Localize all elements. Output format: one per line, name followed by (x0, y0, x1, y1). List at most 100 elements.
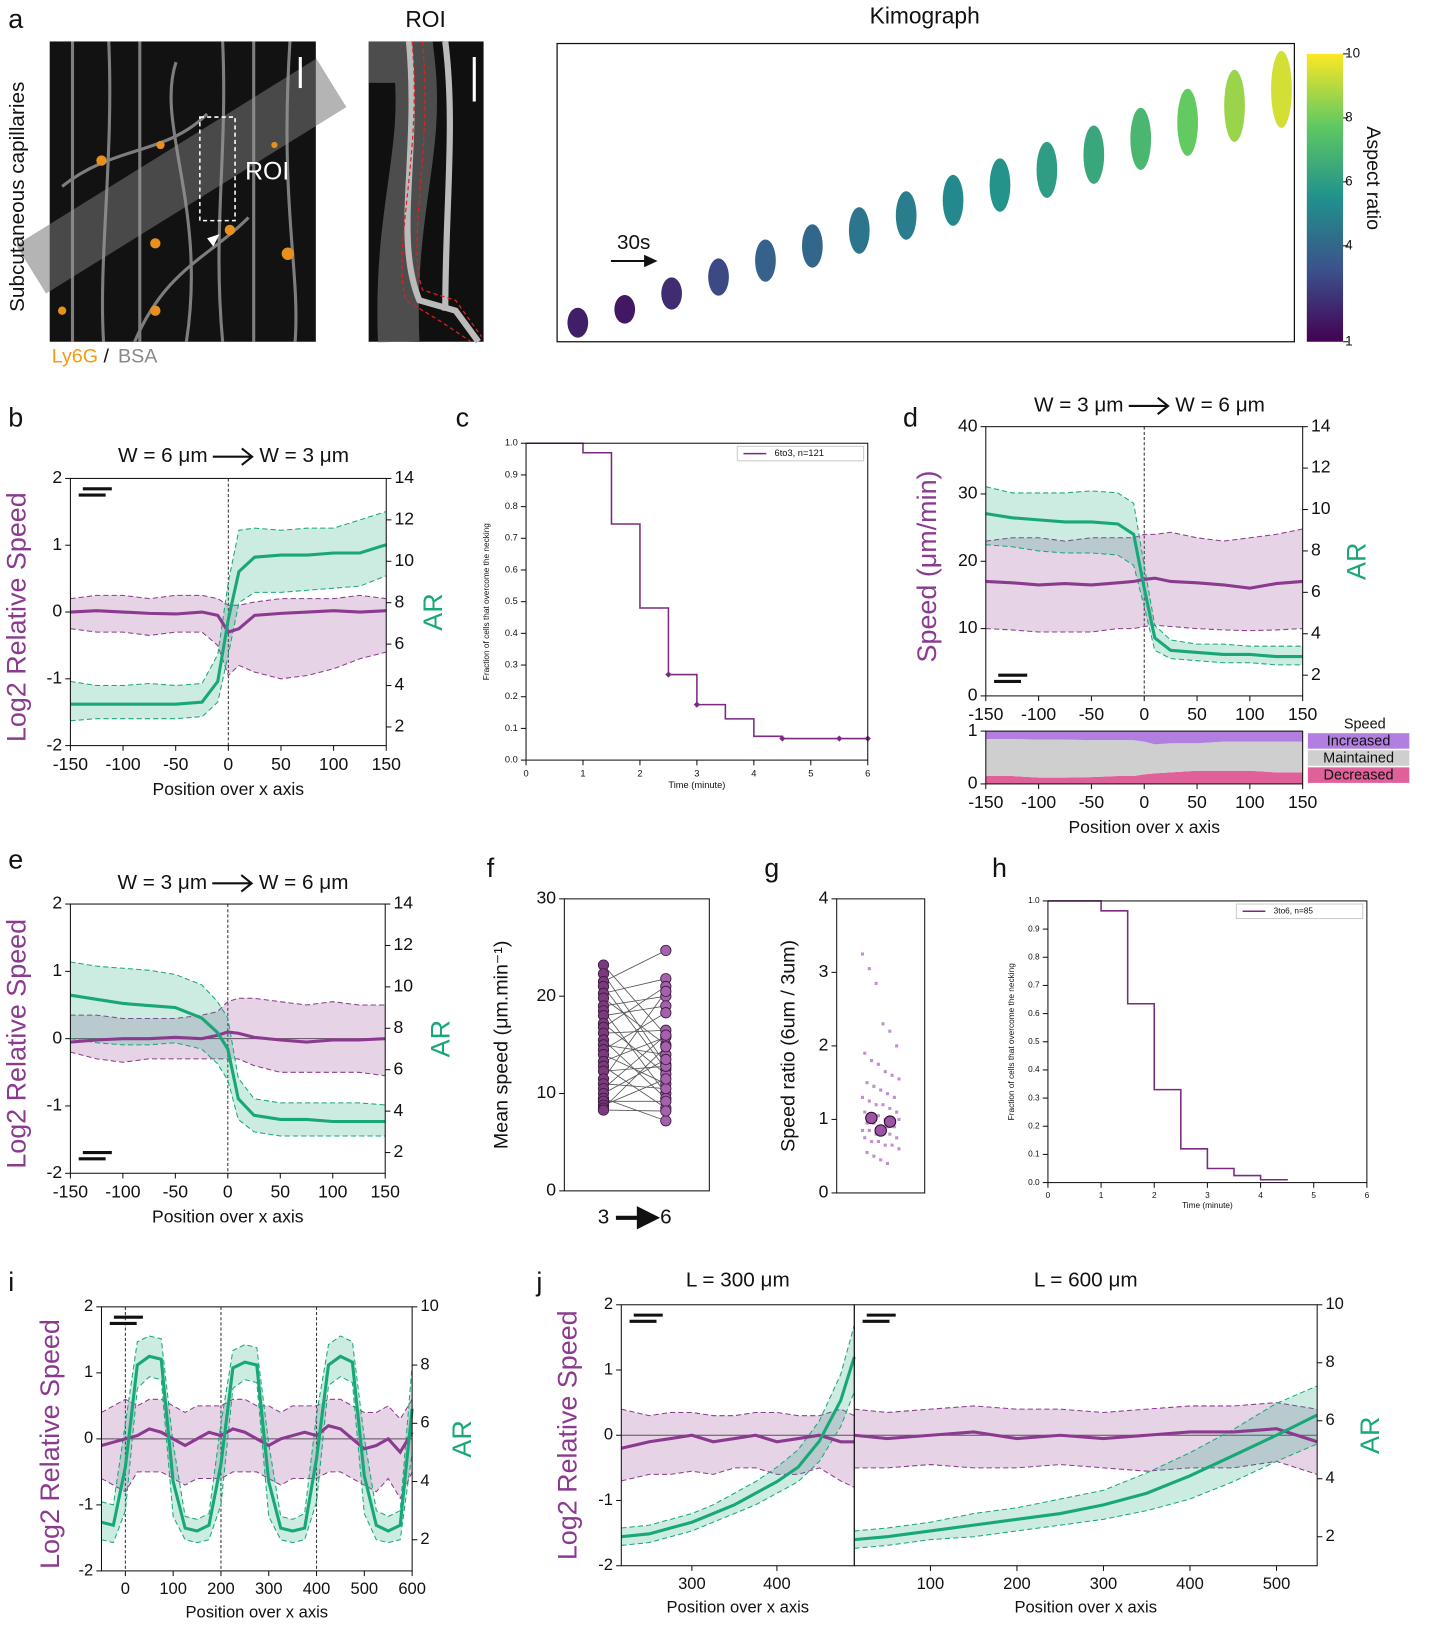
pair-line (603, 1078, 666, 1106)
x-tick-label: 300 (255, 1579, 283, 1598)
y-tick-label: 2 (819, 1035, 829, 1055)
x-axis-label: Position over x axis (186, 1603, 329, 1622)
scale-icon (109, 1315, 143, 1325)
colorbar-tick-label: 10 (1345, 45, 1360, 60)
y-tick-label: -2 (78, 1560, 93, 1579)
band (70, 595, 387, 679)
x-tick-label: -150 (968, 704, 1003, 724)
pair-line (603, 997, 667, 1046)
y-tick-label: 0.2 (1028, 1121, 1040, 1130)
cell (1224, 69, 1245, 142)
point (892, 1095, 896, 1099)
x-tick-label: 2 (1152, 1191, 1157, 1200)
y-tick-label: 1.0 (1028, 896, 1040, 905)
chart-title: W = 6 μm (118, 444, 208, 467)
y-tick-label: 1 (819, 1108, 829, 1128)
title-arrow (212, 447, 254, 466)
point (660, 1007, 672, 1019)
scale-icon (629, 1313, 663, 1323)
point (892, 1125, 896, 1129)
band-edge (985, 486, 1303, 647)
y2-tick-label: 2 (393, 1141, 403, 1161)
time-label: 30s (617, 231, 650, 254)
legend-box (1235, 903, 1364, 920)
title-arrow (1128, 396, 1170, 416)
x-tick-label: 1 (1099, 1191, 1104, 1200)
point (890, 1073, 894, 1077)
y-tick-label: 10 (958, 617, 978, 637)
y-axis-label: Log2 Relative Speed (2, 919, 32, 1169)
panel-label: j (535, 1267, 542, 1297)
x-tick-label: 6 (660, 1205, 672, 1228)
pair-line (603, 978, 666, 994)
stain-label: BSA (118, 345, 158, 367)
legend-label: 3to6, n=85 (1274, 906, 1314, 915)
cell (1177, 88, 1198, 156)
y-tick-label: 2 (52, 467, 62, 487)
point (867, 1099, 871, 1103)
legend-title: Speed (1344, 717, 1386, 733)
x-tick-label: 4 (751, 768, 756, 778)
y-tick-label: 2 (52, 893, 62, 913)
y-tick-label: 2 (84, 1296, 93, 1315)
y-tick-label: 0 (968, 773, 978, 793)
x-tick-label: -50 (163, 754, 189, 774)
point (660, 1053, 672, 1066)
y-tick-label: 0.7 (505, 533, 518, 543)
pair-line (603, 986, 667, 1070)
x-tick-label: 1 (580, 768, 585, 778)
censor-marker (665, 671, 672, 678)
legend-label: Maintained (1323, 750, 1394, 766)
band (985, 486, 1303, 665)
band-edge (70, 628, 387, 680)
panel-label: c (456, 403, 469, 433)
panel-label: g (764, 853, 779, 883)
chart-title: L = 300 μm (686, 1268, 790, 1291)
pair-line (603, 1010, 667, 1094)
kimograph-title: Kimograph (870, 3, 980, 29)
x-axis-label: Position over x axis (1014, 1597, 1157, 1616)
cell (567, 307, 589, 338)
pair-line (603, 973, 667, 1065)
y-tick-label: -1 (46, 1095, 62, 1115)
point (865, 1121, 869, 1125)
point (860, 952, 865, 956)
point (870, 1059, 874, 1063)
stain-label: Ly6G (52, 345, 98, 367)
pair-line (603, 1023, 667, 1075)
x-tick-label: -100 (105, 1181, 140, 1201)
area (985, 738, 1303, 778)
legend-label: Decreased (1324, 767, 1394, 783)
band-edge (101, 1471, 413, 1500)
y-tick-label: 20 (958, 550, 978, 570)
x-tick-label: 5 (1311, 1191, 1316, 1200)
y2-tick-label: 6 (395, 633, 405, 653)
point (865, 1150, 869, 1155)
y2-axis-label: AR (425, 1020, 455, 1057)
x-tick-label: 100 (318, 1181, 348, 1201)
x-tick-label: -50 (1079, 792, 1105, 812)
pair-line (603, 1059, 667, 1094)
censor-marker (693, 701, 701, 708)
y-axis-label: Speed (μm/min) (912, 470, 942, 662)
y2-tick-label: 14 (393, 893, 413, 913)
chart-title: W = 3 μm (1034, 393, 1124, 416)
title-arrow (212, 874, 254, 893)
y-tick-label: 0.9 (1028, 924, 1040, 933)
band-edge (854, 1385, 1318, 1532)
pair-line (603, 1029, 666, 1034)
x-tick-label: 500 (1263, 1574, 1291, 1593)
y-axis-label: Log2 Relative Speed (35, 1319, 65, 1569)
cell (942, 174, 964, 226)
y-tick-label: -1 (46, 667, 62, 687)
band (70, 998, 386, 1076)
pair-line (603, 964, 667, 1036)
y2-axis-label: AR (1342, 543, 1372, 580)
point (883, 1143, 887, 1147)
mean-line (70, 543, 387, 706)
pair-line (603, 1012, 667, 1051)
y-tick-label: 0.6 (1028, 1009, 1040, 1018)
point (597, 1104, 610, 1116)
area (985, 770, 1303, 784)
band (101, 1335, 413, 1543)
